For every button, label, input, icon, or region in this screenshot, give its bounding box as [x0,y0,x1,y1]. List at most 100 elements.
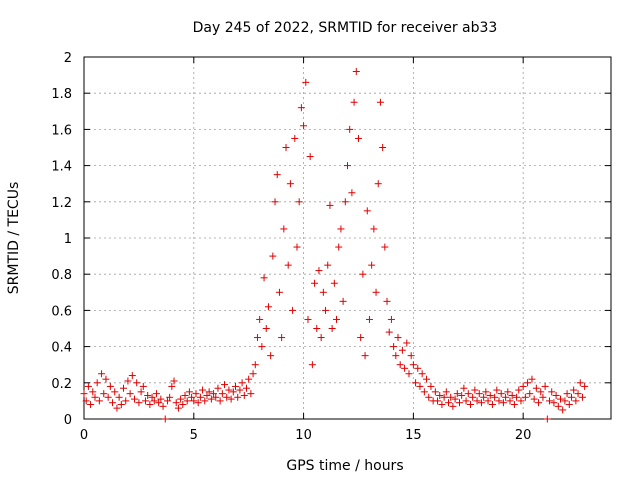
data-point [201,397,209,405]
data-point [227,395,235,403]
data-point [488,401,496,409]
data-point [398,346,406,354]
data-point [304,315,312,323]
data-point [570,386,578,394]
data-point [302,78,310,86]
data-point [344,162,351,170]
data-point [341,198,349,206]
x-tick-label: 10 [295,428,312,443]
data-point [550,399,558,407]
data-point [442,388,450,396]
data-point [157,395,165,403]
data-point [190,397,198,405]
data-point [234,393,242,401]
data-point [256,315,264,323]
y-axis: 0 0.2 0.4 0.6 0.8 1 1.2 1.4 1.6 1.8 2 [51,51,611,428]
data-point [418,370,426,378]
data-point [521,393,529,401]
data-point [328,325,336,332]
data-point [359,270,367,278]
y-tick-label: 0.8 [51,268,72,283]
data-point [225,386,233,394]
data-point [484,397,492,405]
data-point [554,402,562,410]
data-point [464,390,472,398]
data-point [576,379,584,387]
data-point [249,370,257,378]
data-point [124,377,132,385]
data-point [394,334,402,342]
data-point [434,397,442,405]
data-point [374,180,382,188]
data-point [423,375,431,383]
data-point [473,397,481,405]
x-axis: 0 5 10 15 20 [80,57,532,443]
data-point [379,144,387,151]
data-point [291,134,299,142]
data-point [80,390,88,398]
data-point [317,334,325,342]
data-point [363,207,371,215]
data-point [89,388,97,396]
data-point [289,306,297,314]
data-point [113,404,121,412]
data-point [194,399,202,407]
data-point [383,297,391,305]
data-point [232,382,240,390]
y-tick-label: 1.8 [51,87,72,102]
data-point [330,279,338,287]
data-point [282,144,290,151]
data-point [102,375,110,383]
data-point [535,399,543,407]
data-point [502,393,510,401]
data-point [405,370,413,378]
data-point [436,391,444,399]
data-point [409,361,417,369]
data-point [286,180,294,188]
data-point [548,388,556,396]
data-point [486,391,494,399]
data-point [174,404,182,412]
data-point [87,401,95,409]
y-tick-label: 0.4 [51,341,72,356]
data-point [115,393,123,401]
data-point [293,243,301,251]
data-point [82,397,90,405]
data-point [269,252,277,260]
data-point [308,361,316,369]
data-point [438,401,446,409]
data-point [469,393,477,401]
data-point [337,225,345,233]
y-tick-label: 0.2 [51,377,72,392]
data-point [196,393,204,401]
data-point [166,393,174,401]
data-point [273,171,281,179]
data-point [581,382,589,390]
data-point [221,381,229,389]
data-point [431,388,439,396]
data-point [387,315,395,323]
data-point [199,386,207,394]
data-point [223,393,231,401]
data-point [306,153,314,161]
data-point [161,415,169,423]
data-point [425,393,433,401]
data-point [163,397,171,405]
data-point [183,397,191,405]
data-point [335,243,343,251]
data-point [315,267,323,275]
data-point [453,390,461,398]
data-point [150,397,158,405]
data-point [141,397,149,405]
data-point [280,225,288,233]
data-point [240,391,248,399]
data-point [455,399,463,407]
data-point [236,386,244,394]
data-point [205,388,213,396]
data-point [401,364,409,372]
data-point [416,382,424,390]
x-tick-label: 20 [515,428,532,443]
data-point [262,325,270,332]
data-point [346,125,354,133]
data-point [392,352,400,360]
